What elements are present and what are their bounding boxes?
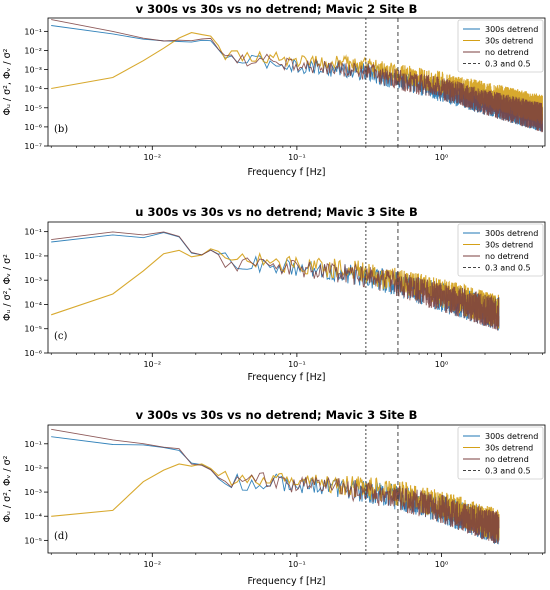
chart-title: u 300s vs 30s vs no detrend; Mavic 3 Sit…	[135, 205, 417, 219]
legend-entry: 300s detrend	[485, 25, 538, 34]
panel-label: (b)	[54, 124, 68, 135]
x-axis-label: Frequency f [Hz]	[247, 576, 325, 587]
chart-panel-3: v 300s vs 30s vs no detrend; Mavic 3 Sit…	[2, 408, 546, 587]
legend-entry: 300s detrend	[485, 229, 538, 238]
y-axis-label: Φᵤ / σ², Φᵥ / σ²	[2, 48, 13, 115]
y-tick-label: 10⁻³	[24, 66, 42, 75]
chart-panel-1: v 300s vs 30s vs no detrend; Mavic 2 Sit…	[2, 2, 546, 178]
chart-panel-2: u 300s vs 30s vs no detrend; Mavic 3 Sit…	[2, 205, 546, 383]
panel-label: (d)	[54, 531, 68, 542]
legend-entry: 30s detrend	[485, 444, 533, 453]
y-tick-label: 10⁻⁶	[24, 349, 42, 358]
x-axis-label: Frequency f [Hz]	[247, 372, 325, 383]
legend-entry: 300s detrend	[485, 432, 538, 441]
x-tick-label: 10⁻²	[143, 560, 161, 569]
plot-area	[51, 19, 544, 133]
legend-entry: 30s detrend	[485, 241, 533, 250]
y-axis-label: Φᵤ / σ², Φᵥ / σ²	[2, 254, 13, 321]
legend-entry: 0.3 and 0.5	[485, 264, 531, 273]
legend: 300s detrend 30s detrend no detrend 0.3 and…	[457, 426, 544, 480]
legend-entry: 0.3 and 0.5	[485, 60, 531, 69]
y-tick-label: 10⁻⁷	[24, 142, 42, 151]
legend-entry: 30s detrend	[485, 37, 533, 46]
x-tick-label: 10⁰	[435, 560, 448, 569]
legend-entry: no detrend	[485, 48, 529, 57]
legend-box	[457, 19, 544, 73]
x-tick-label: 10⁻¹	[288, 153, 306, 162]
series-line-no-detrend	[51, 19, 543, 133]
plot-area	[51, 428, 500, 545]
y-tick-label: 10⁻²	[24, 464, 42, 473]
y-tick-label: 10⁻¹	[24, 440, 42, 449]
legend: 300s detrend 30s detrend no detrend 0.3 and…	[457, 223, 544, 277]
y-tick-label: 10⁻⁴	[24, 300, 42, 309]
y-tick-label: 10⁻⁴	[24, 512, 42, 521]
y-tick-label: 10⁻⁵	[24, 104, 42, 113]
x-tick-label: 10⁻²	[143, 360, 161, 369]
x-tick-label: 10⁻²	[143, 153, 161, 162]
y-tick-label: 10⁻⁵	[24, 536, 42, 545]
y-tick-label: 10⁻⁴	[24, 85, 42, 94]
y-tick-label: 10⁻¹	[24, 228, 42, 237]
y-tick-label: 10⁻²	[24, 252, 42, 261]
y-tick-label: 10⁻³	[24, 488, 42, 497]
x-tick-label: 10⁻¹	[288, 560, 306, 569]
x-axis-label: Frequency f [Hz]	[247, 167, 325, 178]
y-tick-label: 10⁻⁵	[24, 325, 42, 334]
chart-title: v 300s vs 30s vs no detrend; Mavic 3 Sit…	[136, 408, 418, 422]
series-line-no-detrend	[51, 428, 500, 544]
legend-entry: no detrend	[485, 252, 529, 261]
x-tick-label: 10⁰	[435, 153, 448, 162]
panel-label: (c)	[54, 331, 68, 342]
legend-box	[457, 223, 544, 277]
y-tick-label: 10⁻¹	[24, 27, 42, 36]
series-line-300s-detrend	[51, 232, 500, 331]
legend-entry: no detrend	[485, 455, 529, 464]
series-line-no-detrend	[51, 231, 500, 331]
legend-entry: 0.3 and 0.5	[485, 467, 531, 476]
y-tick-label: 10⁻²	[24, 46, 42, 55]
legend-box	[457, 426, 544, 480]
y-tick-label: 10⁻⁶	[24, 123, 42, 132]
y-axis-label: Φᵤ / σ², Φᵥ / σ²	[2, 455, 13, 522]
plot-area	[51, 231, 500, 331]
legend: 300s detrend 30s detrend no detrend 0.3 and…	[457, 19, 544, 73]
chart-title: v 300s vs 30s vs no detrend; Mavic 2 Sit…	[136, 2, 418, 16]
x-tick-label: 10⁻¹	[288, 360, 306, 369]
x-tick-label: 10⁰	[435, 360, 448, 369]
y-tick-label: 10⁻³	[24, 276, 42, 285]
